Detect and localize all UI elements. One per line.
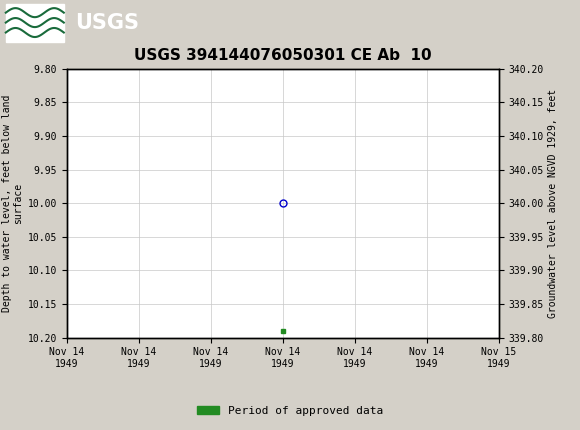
Bar <box>6 3 64 42</box>
Text: USGS: USGS <box>75 12 139 33</box>
Legend: Period of approved data: Period of approved data <box>193 401 387 420</box>
Title: USGS 394144076050301 CE Ab  10: USGS 394144076050301 CE Ab 10 <box>134 49 432 64</box>
Y-axis label: Groundwater level above NGVD 1929, feet: Groundwater level above NGVD 1929, feet <box>548 89 558 318</box>
Y-axis label: Depth to water level, feet below land
surface: Depth to water level, feet below land su… <box>2 95 23 312</box>
